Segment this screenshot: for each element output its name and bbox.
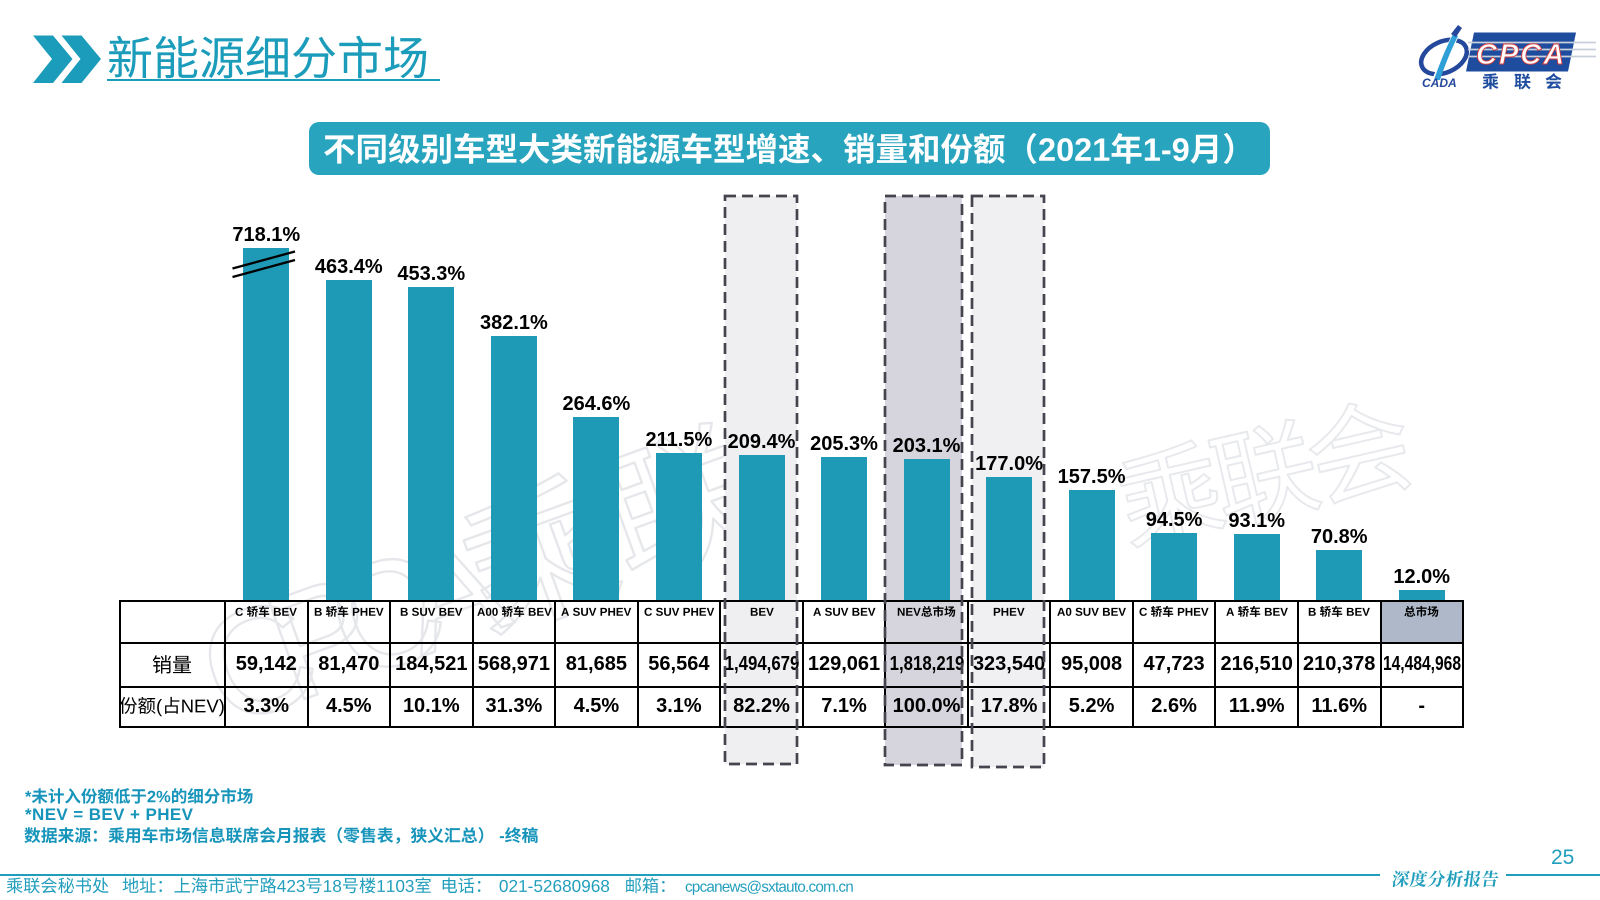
svg-text:CADA: CADA	[1422, 76, 1457, 90]
svg-text:CPCA: CPCA	[1476, 39, 1566, 71]
